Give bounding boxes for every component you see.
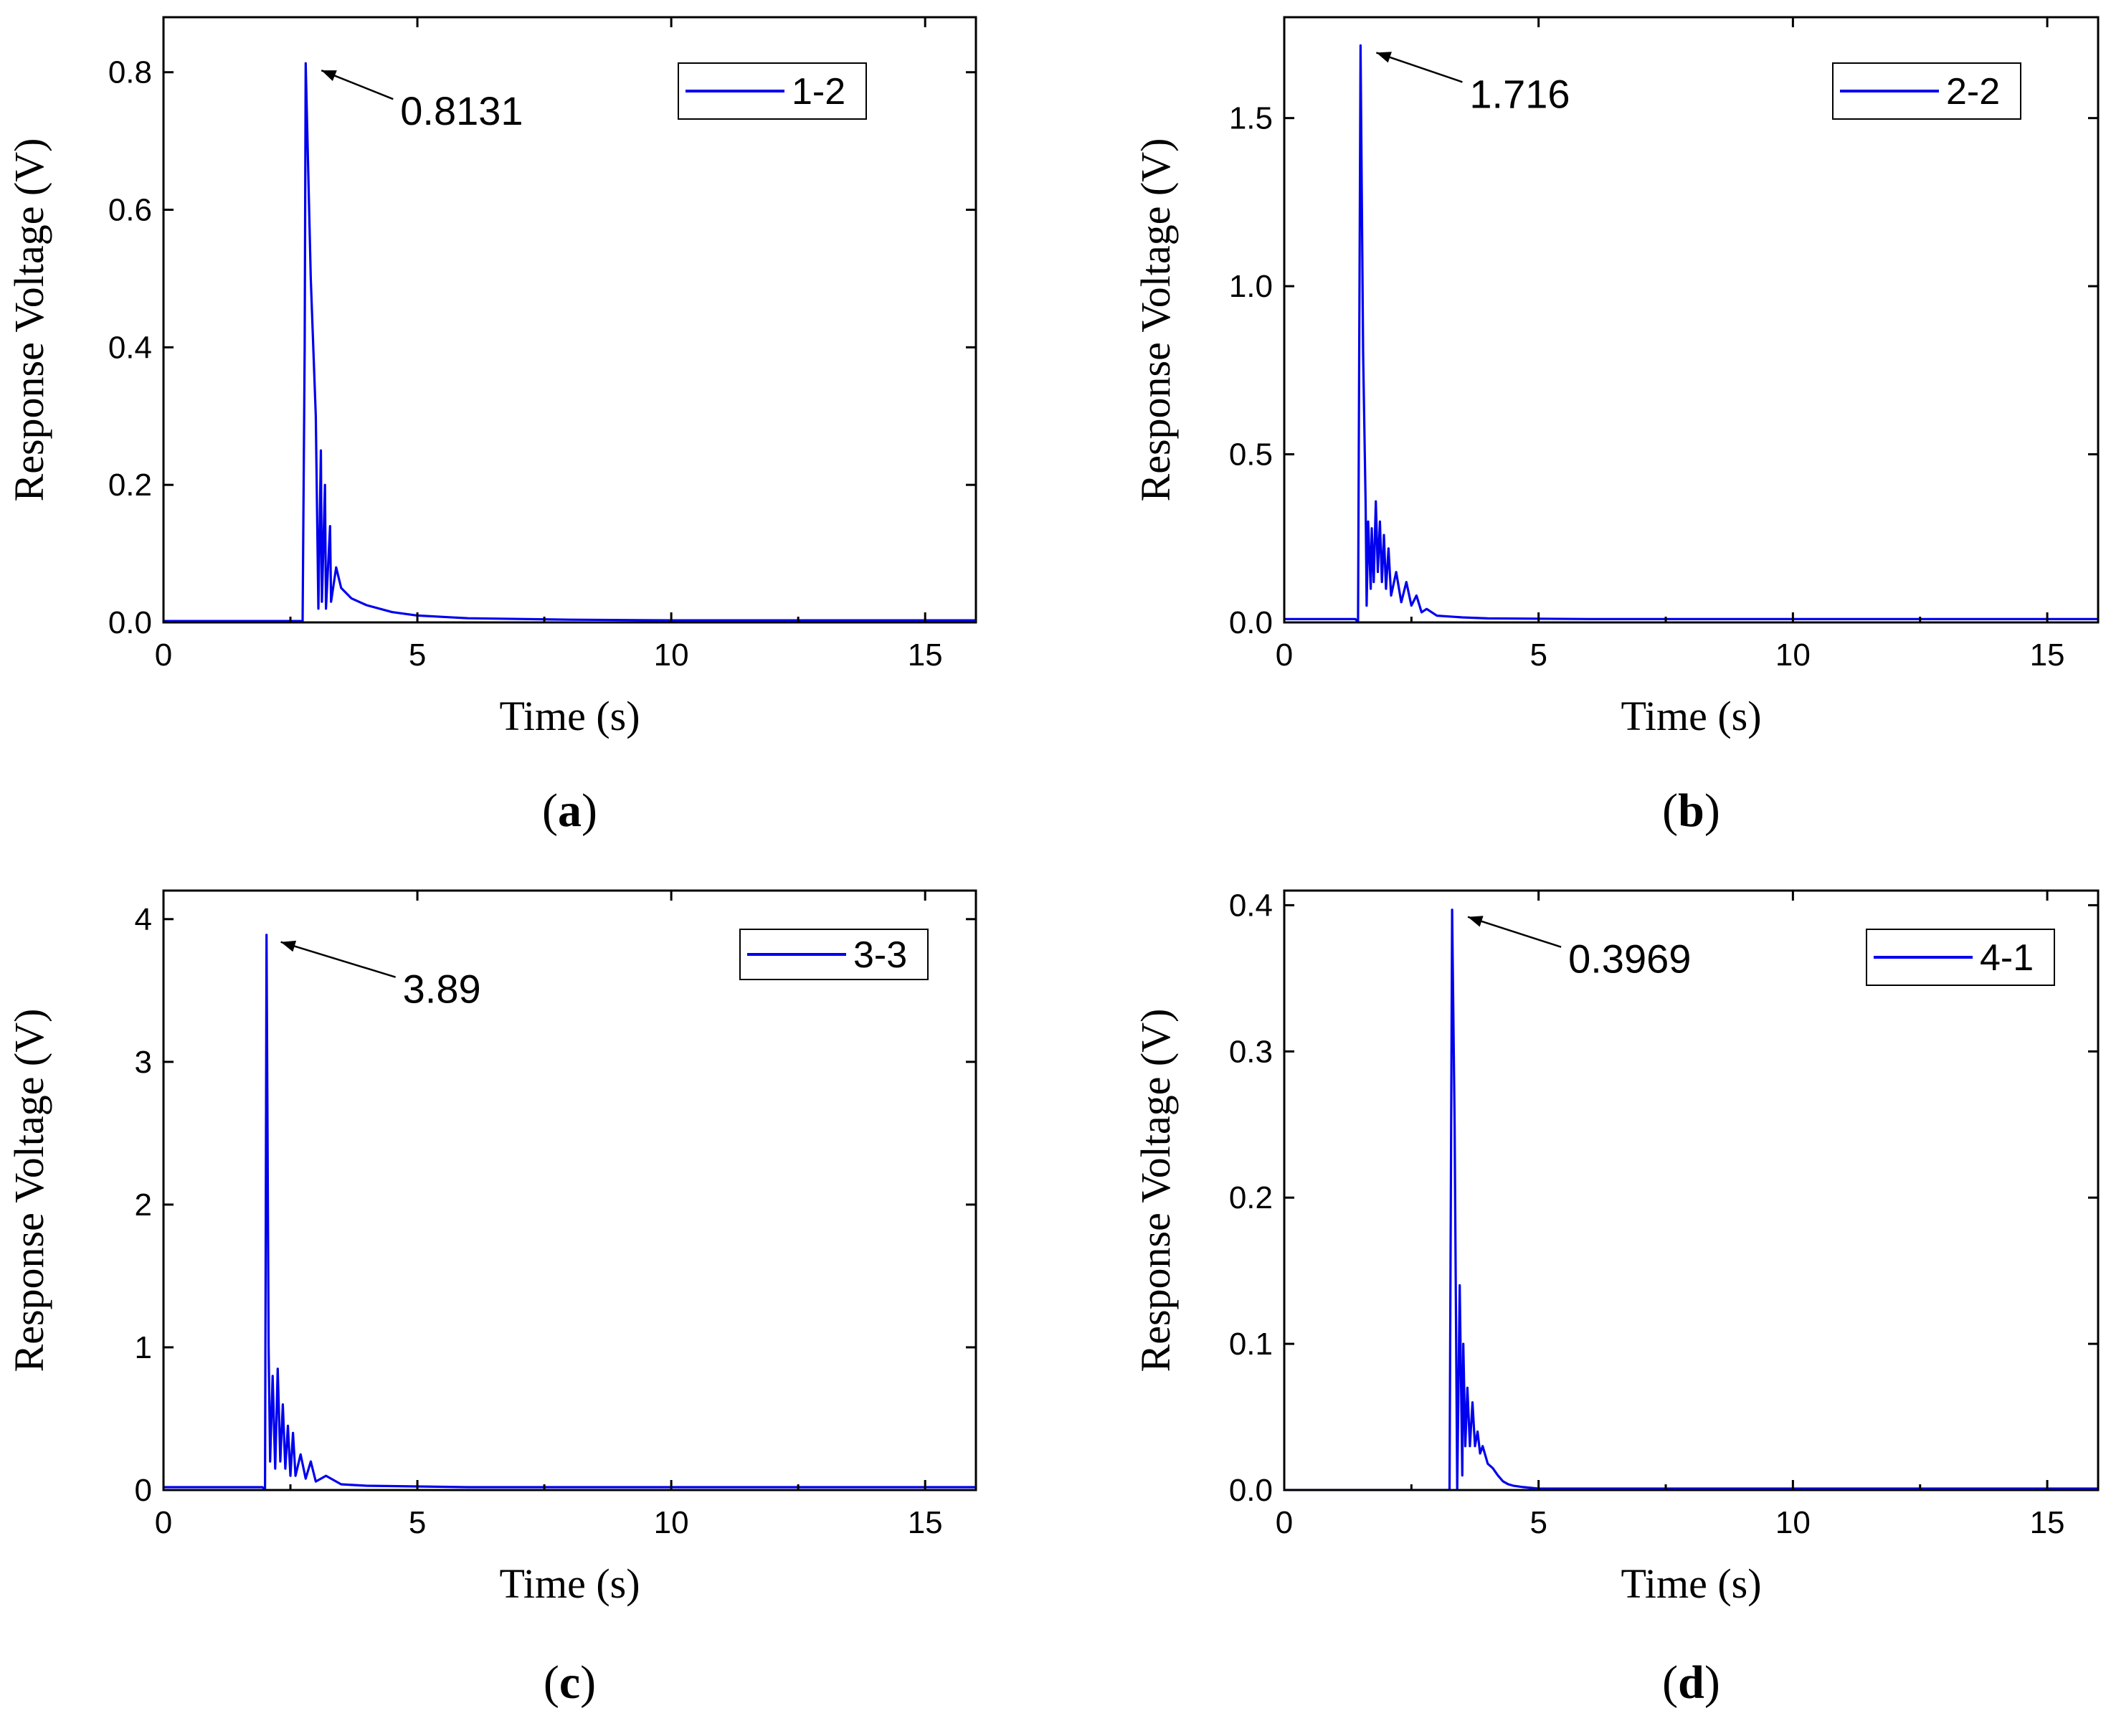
series-line-2-2 [1284,44,2098,622]
x-tick-label: 10 [1775,637,1811,673]
x-tick-label: 10 [654,637,689,673]
y-tick-label: 0.4 [108,330,152,365]
y-tick-label: 0.3 [1229,1034,1273,1069]
legend-label: 3-3 [853,934,907,976]
y-tick-label: 4 [135,902,152,937]
x-tick-label: 10 [654,1505,689,1540]
x-tick-label: 15 [2030,637,2065,673]
y-tick-label: 3 [135,1045,152,1080]
x-tick-label: 5 [1529,637,1547,673]
y-tick-label: 0.5 [1229,437,1273,473]
annotation-arrow [1467,916,1562,948]
x-tick-label: 0 [155,1505,172,1540]
chart-panel-c: 0 5 10 15 0 1 2 3 4 Time (s) Response Voltage (V) 3… [6,889,977,1709]
x-tick-label: 15 [908,637,943,673]
y-tick-label: 1.5 [1229,101,1273,136]
annotation-arrowhead [280,940,297,952]
annotation-arrow [280,941,396,978]
series-line-1-2 [163,62,976,622]
annotation-arrowhead [321,70,337,82]
x-axis-title: Time (s) [1621,693,1761,739]
y-tick-label: 0 [135,1473,152,1508]
plot-frame [1283,889,2100,1491]
y-axis-title: Response Voltage (V) [1132,1009,1179,1372]
panel-label: (a) [542,784,597,837]
plot-frame [162,889,977,1491]
annotation-arrowhead [1468,916,1484,927]
y-tick-label: 0.8 [108,55,152,90]
peak-annotation: 1.716 [1469,71,1570,116]
x-tick-label: 15 [908,1505,943,1540]
y-axis-title: Response Voltage (V) [6,1009,52,1372]
panel-label: (c) [544,1656,596,1709]
x-tick-label: 5 [409,1505,426,1540]
y-tick-label: 0.6 [108,193,152,228]
plot-frame [162,16,977,624]
y-tick-label: 1 [135,1330,152,1365]
y-tick-label: 0.1 [1229,1327,1273,1362]
y-tick-label: 0.4 [1229,888,1273,923]
peak-annotation: 0.3969 [1568,936,1691,982]
annotation-arrowhead [1376,52,1392,63]
x-tick-label: 0 [1276,1505,1293,1540]
y-tick-label: 0.0 [1229,1473,1273,1508]
series-line-4-1 [1284,909,2098,1490]
x-axis-title: Time (s) [1621,1560,1761,1607]
x-tick-label: 5 [1529,1505,1547,1540]
y-tick-label: 0.2 [108,468,152,503]
x-axis-title: Time (s) [499,693,640,739]
y-tick-label: 0.2 [1229,1180,1273,1215]
panel-label: (b) [1662,784,1720,837]
y-axis-title: Response Voltage (V) [1132,138,1179,502]
legend-label: 1-2 [792,71,845,113]
peak-annotation: 3.89 [403,967,481,1012]
chart-panel-d: 0 5 10 15 0.0 0.1 0.2 0.3 0.4 Time (s) Response Vo… [1132,888,2100,1709]
plot-frame [1283,16,2100,624]
peak-annotation: 0.8131 [400,88,523,133]
panel-label: (d) [1662,1656,1720,1709]
annotation-arrow [1376,52,1463,83]
y-tick-label: 0.0 [108,605,152,640]
x-tick-label: 5 [409,637,426,673]
legend-label: 2-2 [1946,71,2000,113]
x-axis-title: Time (s) [499,1560,640,1607]
x-tick-label: 15 [2030,1505,2065,1540]
x-tick-label: 0 [1276,637,1293,673]
y-tick-label: 2 [135,1187,152,1223]
x-tick-label: 0 [155,637,172,673]
chart-panel-a: 0 5 10 15 0.0 0.2 0.4 0.6 0.8 Time (s) Response Vo… [6,16,977,837]
chart-panel-b: 0 5 10 15 0.0 0.5 1.0 1.5 Time (s) Response Volta… [1132,16,2100,837]
x-tick-label: 10 [1775,1505,1811,1540]
y-tick-label: 1.0 [1229,269,1273,304]
y-tick-label: 0.0 [1229,605,1273,640]
series-line-3-3 [163,934,976,1490]
y-axis-title: Response Voltage (V) [6,138,52,502]
legend-label: 4-1 [1980,937,2034,979]
